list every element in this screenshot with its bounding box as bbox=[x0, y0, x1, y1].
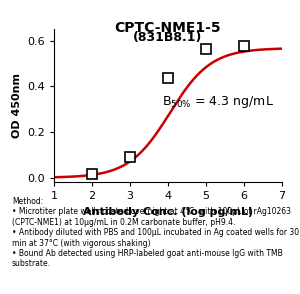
Text: Method:
• Microtiter plate wells coated overnight at 4°C  with 100μL of rAg10263: Method: • Microtiter plate wells coated … bbox=[12, 197, 299, 268]
X-axis label: Antibody Conc. (log pg/mL): Antibody Conc. (log pg/mL) bbox=[83, 207, 253, 217]
Y-axis label: OD 450nm: OD 450nm bbox=[12, 73, 22, 138]
Text: (831B8.1): (831B8.1) bbox=[133, 31, 203, 44]
Text: CPTC-NME1-5: CPTC-NME1-5 bbox=[115, 21, 221, 35]
Text: B$_{50\%}$ = 4.3 ng/mL: B$_{50\%}$ = 4.3 ng/mL bbox=[162, 94, 274, 111]
